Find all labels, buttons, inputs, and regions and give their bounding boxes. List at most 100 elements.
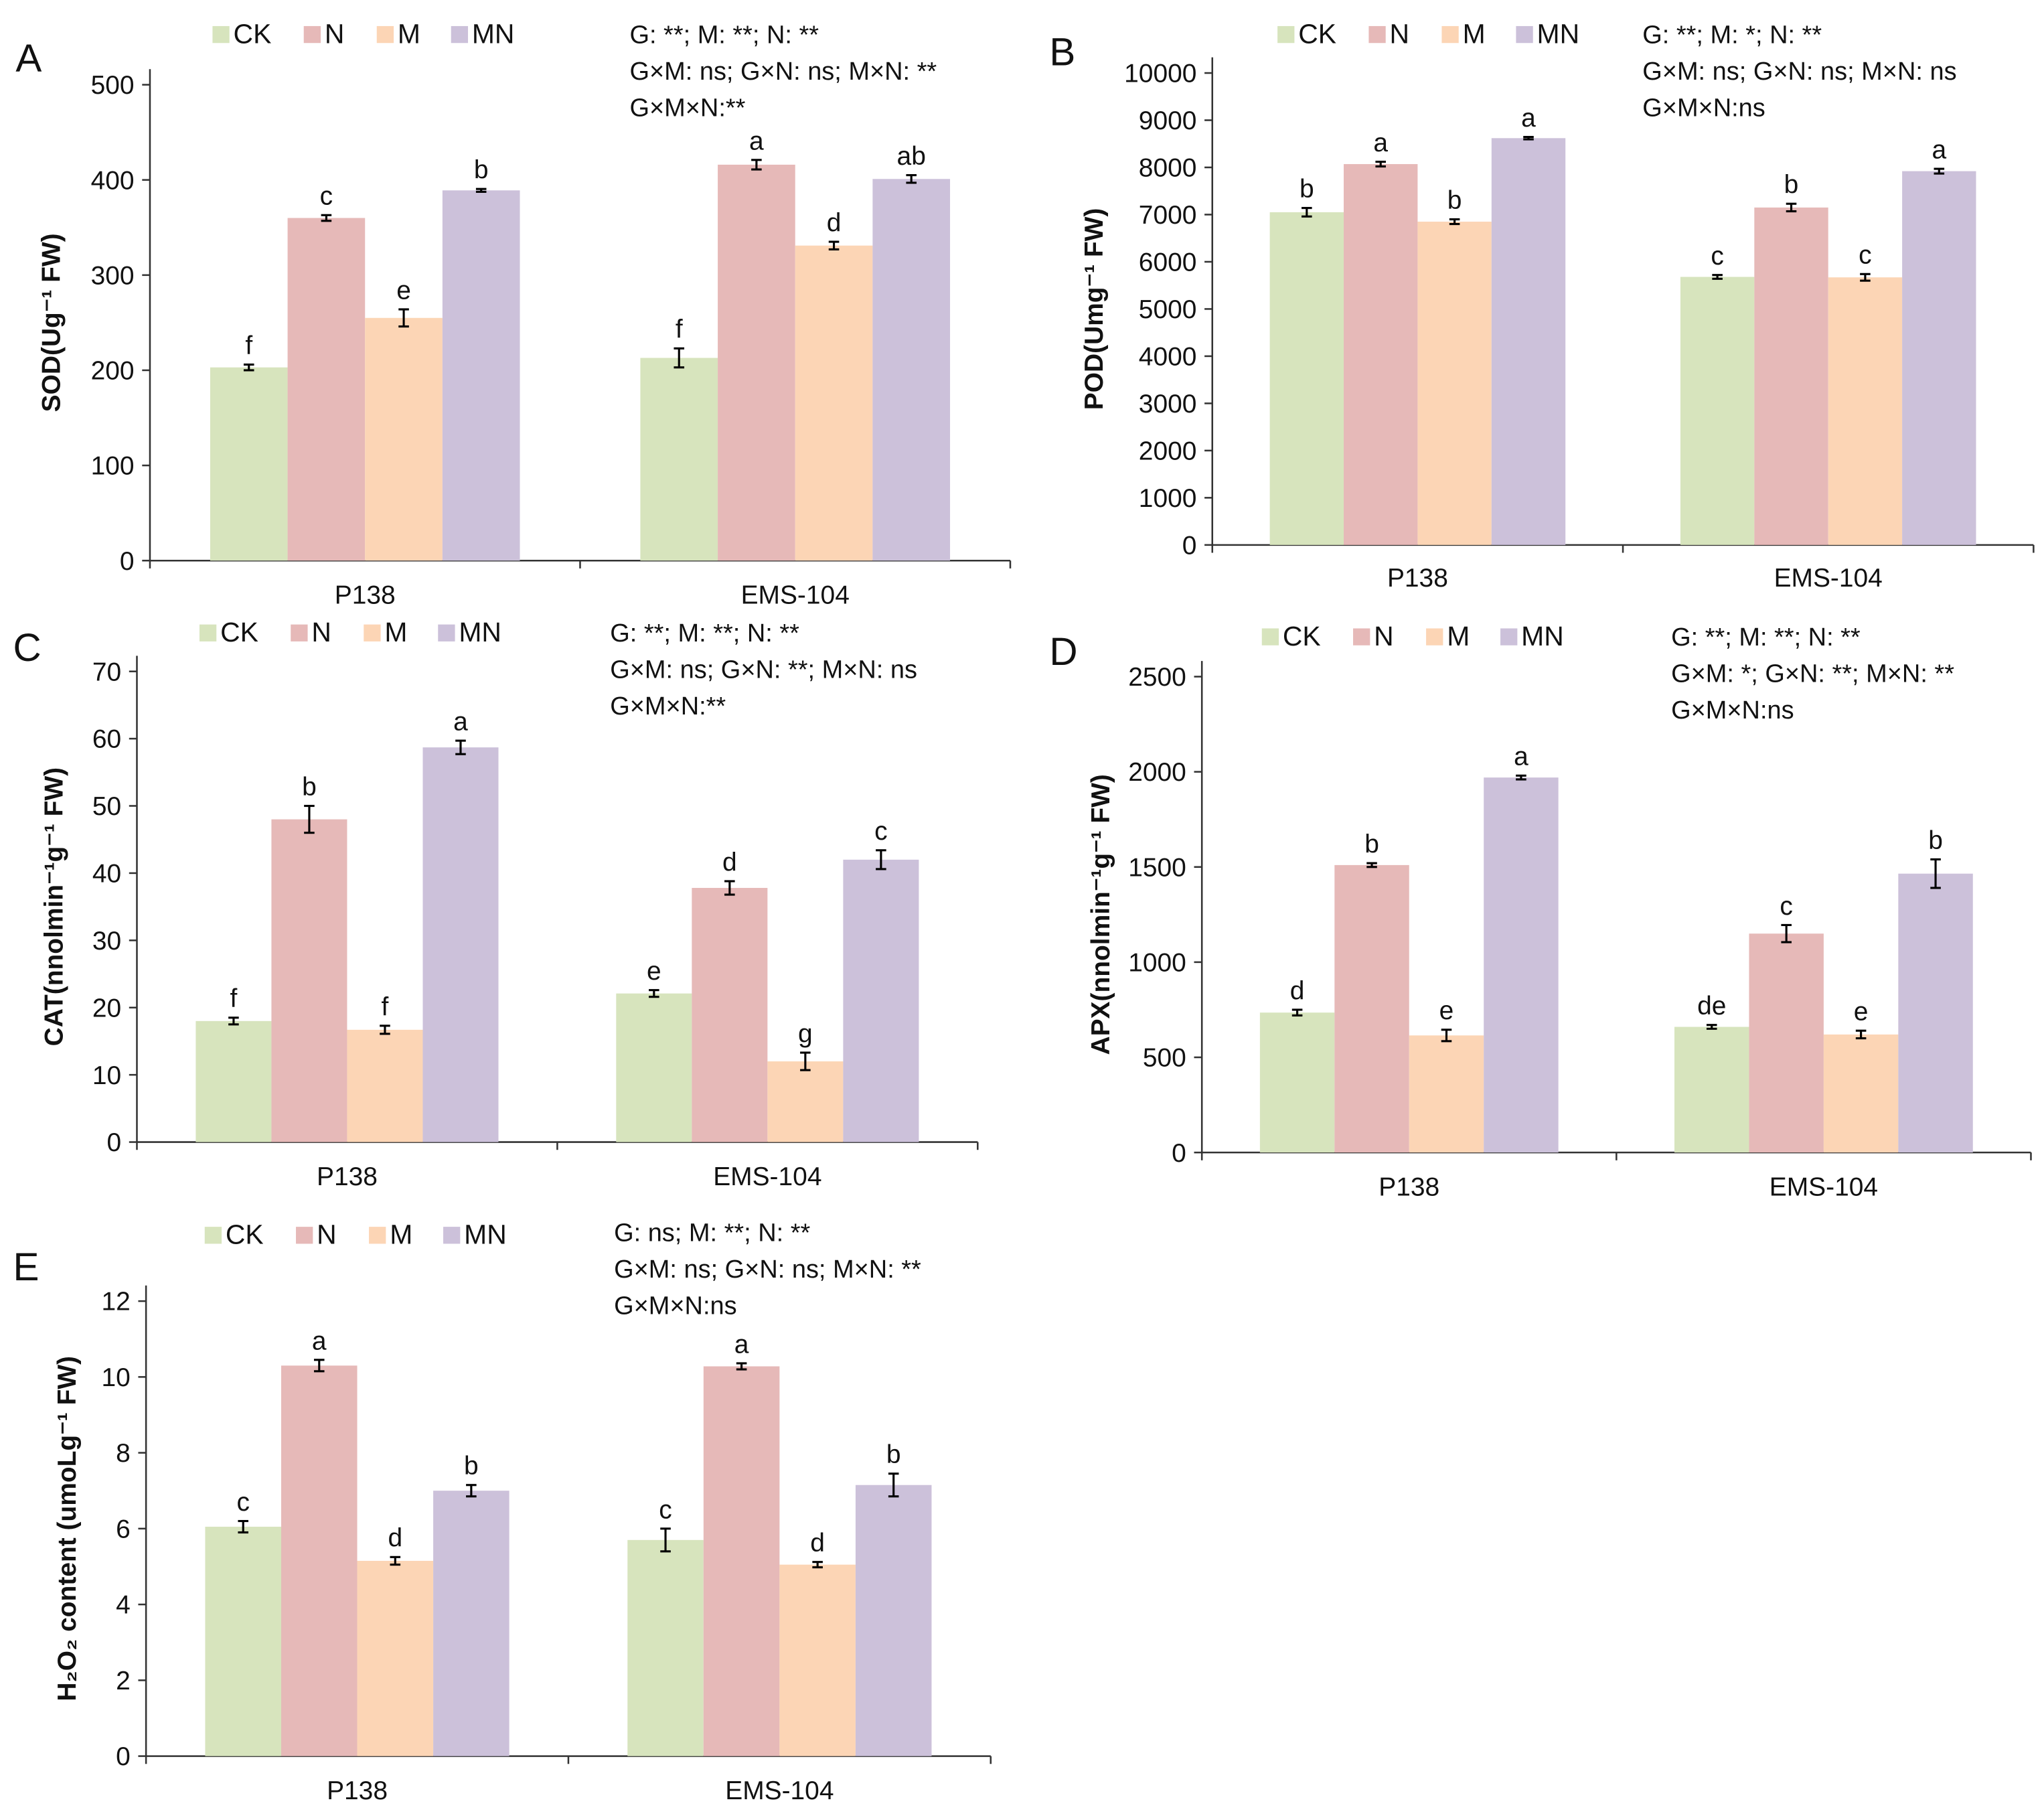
y-tick-label: 6 bbox=[116, 1515, 131, 1543]
y-tick-label: 5000 bbox=[1139, 295, 1197, 324]
statistics-annotation: G×M: ns; G×N: ns; M×N: ** bbox=[614, 1256, 921, 1284]
y-tick-label: 50 bbox=[92, 792, 121, 821]
y-axis-label: H₂O₂ content (umoLg⁻¹ FW) bbox=[53, 1356, 82, 1701]
statistics-annotation: G×M: *; G×N: **; M×N: ** bbox=[1671, 660, 1954, 688]
bar-m bbox=[357, 1560, 434, 1756]
bar-n bbox=[1334, 864, 1409, 1153]
y-tick-label: 0 bbox=[1182, 531, 1197, 560]
bar-ck bbox=[1269, 212, 1344, 545]
legend-label-ck: CK bbox=[226, 1219, 264, 1249]
panel-label: A bbox=[15, 37, 42, 80]
significance-letter: e bbox=[396, 276, 411, 305]
significance-letter: f bbox=[245, 331, 252, 360]
y-tick-label: 8000 bbox=[1139, 154, 1197, 183]
x-category-label: EMS-104 bbox=[713, 1162, 821, 1191]
y-tick-label: 500 bbox=[91, 71, 135, 100]
x-category-label: P138 bbox=[1379, 1172, 1439, 1201]
bar-ck bbox=[1259, 1012, 1335, 1153]
bar-mn bbox=[442, 190, 520, 561]
significance-letter: d bbox=[722, 848, 737, 877]
legend-swatch-n bbox=[291, 624, 308, 641]
y-tick-label: 400 bbox=[91, 166, 135, 195]
legend-swatch-m bbox=[1426, 628, 1443, 646]
bar-ck bbox=[210, 367, 288, 561]
y-tick-label: 2 bbox=[116, 1667, 131, 1695]
significance-letter: f bbox=[230, 984, 237, 1013]
y-tick-label: 30 bbox=[92, 927, 121, 956]
y-tick-label: 9000 bbox=[1139, 106, 1197, 135]
panel-label: B bbox=[1049, 30, 1075, 74]
legend-swatch-ck bbox=[1277, 25, 1295, 44]
legend-swatch-mn bbox=[1500, 628, 1518, 646]
bar-n bbox=[1344, 164, 1418, 545]
y-tick-label: 60 bbox=[92, 725, 121, 754]
bar-m bbox=[779, 1564, 856, 1756]
statistics-annotation: G×M: ns; G×N: **; M×N: ns bbox=[610, 656, 917, 684]
bar-mn bbox=[1898, 873, 1973, 1153]
y-tick-label: 20 bbox=[92, 994, 121, 1022]
legend-label-m: M bbox=[1447, 621, 1470, 652]
y-tick-label: 40 bbox=[92, 860, 121, 889]
significance-letter: b bbox=[1447, 186, 1462, 215]
significance-letter: a bbox=[1373, 129, 1388, 157]
y-tick-label: 500 bbox=[1143, 1044, 1186, 1073]
legend-label-n: N bbox=[1390, 18, 1410, 49]
statistics-annotation: G×M×N:ns bbox=[614, 1292, 737, 1320]
legend-label-mn: MN bbox=[459, 617, 501, 648]
bar-m bbox=[767, 1061, 844, 1142]
significance-letter: c bbox=[1780, 892, 1792, 921]
significance-letter: g bbox=[798, 1019, 813, 1048]
legend-swatch-ck bbox=[212, 25, 230, 44]
legend-swatch-m bbox=[369, 1227, 386, 1244]
legend-swatch-n bbox=[1368, 25, 1386, 44]
chart-panel-e: E 0 2 4 6 8 10 12 H₂O₂ content (umoLg⁻¹ FW) P138 c… bbox=[13, 1219, 992, 1805]
y-tick-label: 12 bbox=[101, 1288, 130, 1316]
significance-letter: b bbox=[1300, 175, 1314, 204]
legend-swatch-mn bbox=[1516, 25, 1533, 44]
y-tick-label: 300 bbox=[91, 261, 135, 290]
y-tick-label: 0 bbox=[116, 1742, 131, 1771]
y-tick-label: 2000 bbox=[1139, 437, 1197, 466]
significance-letter: b bbox=[1784, 171, 1799, 200]
y-tick-label: 100 bbox=[91, 452, 135, 481]
statistics-annotation: G: **; M: **; N: ** bbox=[629, 21, 819, 49]
y-axis-label: CAT(nnolmin⁻¹g⁻¹ FW) bbox=[40, 767, 69, 1046]
panel-label: C bbox=[13, 626, 42, 670]
statistics-annotation: G: **; M: **; N: ** bbox=[1671, 623, 1861, 652]
y-tick-label: 70 bbox=[92, 658, 121, 686]
statistics-annotation: G: ns; M: **; N: ** bbox=[614, 1219, 810, 1247]
bar-mn bbox=[872, 179, 951, 561]
legend-swatch-n bbox=[303, 25, 321, 44]
significance-letter: e bbox=[1439, 996, 1454, 1025]
bar-n bbox=[1754, 207, 1828, 545]
significance-letter: c bbox=[236, 1488, 249, 1517]
legend-label-m: M bbox=[390, 1219, 412, 1249]
legend-label-ck: CK bbox=[220, 617, 258, 648]
legend-swatch-m bbox=[364, 624, 381, 641]
y-tick-label: 2500 bbox=[1128, 663, 1186, 692]
y-axis-label: SOD(Ug⁻¹ FW) bbox=[37, 233, 66, 412]
significance-letter: d bbox=[1290, 976, 1305, 1005]
bar-n bbox=[1749, 933, 1824, 1153]
legend-label-m: M bbox=[384, 617, 407, 648]
legend-label-mn: MN bbox=[464, 1219, 507, 1249]
bar-m bbox=[1417, 222, 1492, 545]
y-tick-label: 0 bbox=[106, 1128, 121, 1157]
legend-label-n: N bbox=[317, 1219, 337, 1249]
legend-label-n: N bbox=[1374, 621, 1394, 652]
y-tick-label: 4 bbox=[116, 1591, 131, 1620]
y-axis-label: APX(nnolmin⁻¹g⁻¹ FW) bbox=[1087, 774, 1115, 1055]
x-category-label: EMS-104 bbox=[741, 581, 850, 609]
significance-letter: a bbox=[734, 1330, 749, 1359]
bar-mn bbox=[1491, 138, 1566, 545]
y-tick-label: 1000 bbox=[1139, 484, 1197, 513]
x-category-label: P138 bbox=[317, 1162, 378, 1191]
significance-letter: a bbox=[312, 1326, 327, 1355]
y-tick-label: 3000 bbox=[1139, 390, 1197, 419]
legend-swatch-mn bbox=[438, 624, 455, 641]
legend-label-n: N bbox=[325, 18, 345, 49]
legend-swatch-m bbox=[376, 25, 394, 44]
bar-mn bbox=[433, 1491, 509, 1756]
bar-m bbox=[365, 317, 443, 561]
